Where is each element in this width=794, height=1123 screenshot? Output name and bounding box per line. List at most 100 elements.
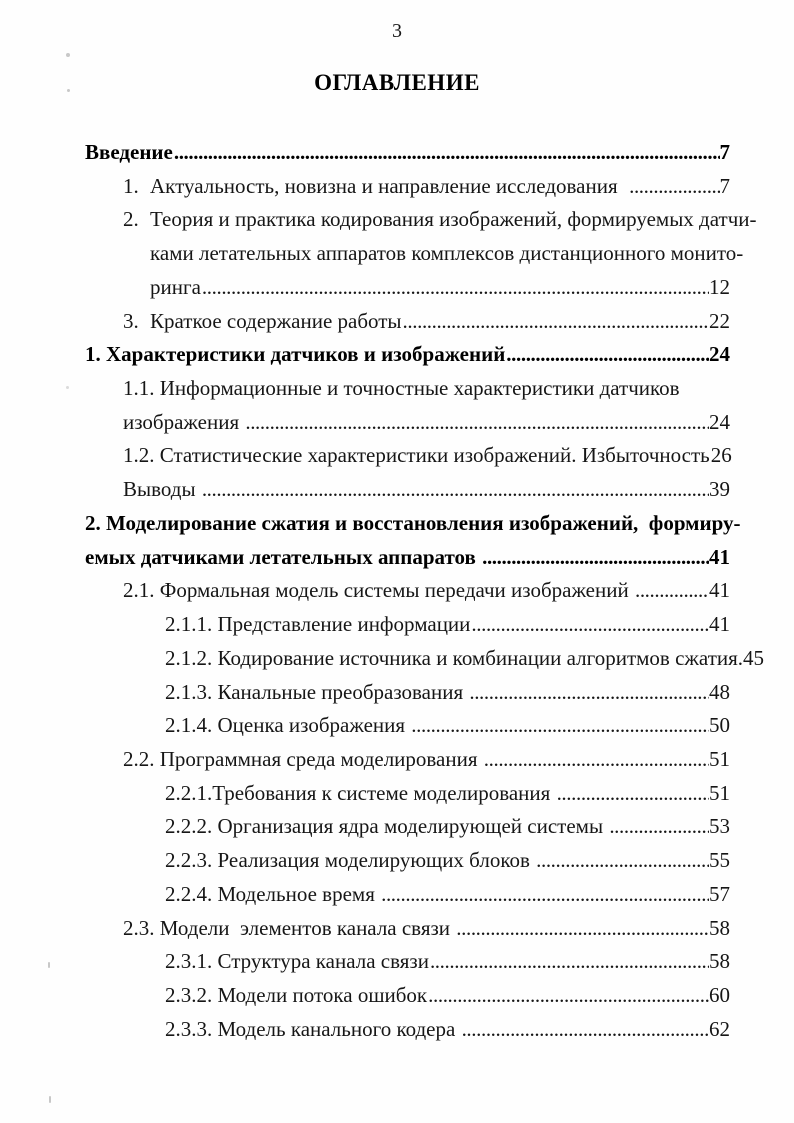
entry-page-number: 45 [743,645,765,670]
scan-speck [67,89,70,92]
toc-row: 2.1.2. Кодирование источника и комбинаци… [85,642,764,676]
entry-title: Теория и практика кодирования изображени… [150,207,757,232]
entry-title: 2.3.2. Модели потока ошибок [165,982,428,1007]
dot-leader [628,170,719,204]
entry-page-number: 26 [710,443,732,468]
entry-title: 2.3. Модели элементов канала связи [123,915,456,940]
entry-title: 2.3.1. Структура канала связи [165,949,429,974]
table-of-contents: Введение 7 1. Актуальность, новизна и напра… [85,136,764,1047]
entry-page-number: 41 [709,612,730,637]
dot-leader [410,709,709,743]
toc-row: 2.3.2. Модели потока ошибок 60 [85,979,730,1013]
entry-page-number: 57 [709,881,730,906]
toc-row: 1. Актуальность, новизна и направление ис… [85,170,730,204]
entry-title: ринга [150,274,201,299]
toc-row: 1. Характеристики датчиков и изображений… [85,338,730,372]
toc-row: ками летательных аппаратов комплексов ди… [85,237,743,271]
entry-page-number: 22 [709,308,730,333]
entry-page-number: 48 [709,679,730,704]
toc-row: емых датчиками летательных аппаратов 41 [85,541,730,575]
page-number: 3 [392,20,402,42]
entry-page-number: 7 [719,173,731,198]
dot-leader [634,574,709,608]
entry-title: ками летательных аппаратов комплексов ди… [150,241,744,266]
entry-page-number: 12 [709,274,730,299]
entry-title: 2.2. Программная среда моделирования [123,746,483,771]
entry-page-number: 60 [709,982,730,1007]
entry-title: Выводы [123,477,201,502]
toc-row: 2.3.3. Модель канального кодера 62 [85,1013,730,1047]
dot-leader [455,912,709,946]
dot-leader [535,844,709,878]
entry-title: 2.1.4. Оценка изображения [165,713,411,738]
entry-title: 2.1.3. Канальные преобразования [165,679,469,704]
toc-row: 2.3. Модели элементов канала связи 58 [85,912,730,946]
scan-speck [66,386,69,389]
toc-row: Выводы 39 [85,473,730,507]
entry-title: емых датчиками летательных аппаратов [85,544,482,569]
toc-row: 2.2.3. Реализация моделирующих блоков 55 [85,844,730,878]
entry-number: 3. [123,308,139,333]
toc-row: изображения 24 [85,406,730,440]
dot-leader [483,743,709,777]
entry-page-number: 7 [719,140,731,164]
scan-speck [48,962,50,968]
entry-title: 2.1.2. Кодирование источника и комбинаци… [165,645,744,670]
entry-title: Введение [85,140,173,164]
dot-leader [481,541,709,575]
toc-row: ринга 12 [85,271,730,305]
entry-title: 1.1. Информационные и точностные характе… [123,376,680,401]
entry-title: 2. Моделирование сжатия и восстановления… [85,510,741,535]
entry-page-number: 41 [709,578,730,603]
dot-leader [429,945,709,979]
toc-row: 2.2.2. Организация ядра моделирующей сис… [85,810,730,844]
dot-leader [380,878,709,912]
toc-row: 1.1. Информационные и точностные характе… [85,372,730,406]
entry-page-number: 24 [709,342,730,367]
scan-speck [49,1096,51,1103]
dot-leader [244,406,709,440]
toc-row: 2.1.3. Канальные преобразования 48 [85,676,730,710]
toc-row: 2.2.1.Требования к системе моделирования… [85,777,730,811]
dot-leader [608,810,709,844]
toc-row: 2. Моделирование сжатия и восстановления… [85,507,740,541]
entry-title: Актуальность, новизна и направление иссл… [150,173,629,198]
dot-leader [427,979,709,1013]
entry-page-number: 62 [709,1016,730,1041]
dot-leader [468,676,709,710]
entry-title: изображения [123,409,245,434]
toc-row: Введение 7 [85,136,730,170]
entry-page-number: 24 [709,409,730,434]
entry-page-number: 58 [709,949,730,974]
page-title: ОГЛАВЛЕНИЕ [314,70,480,95]
toc-row: 2.1.4. Оценка изображения 50 [85,709,730,743]
toc-row: 2. Теория и практика кодирования изображе… [85,203,757,237]
entry-page-number: 39 [709,477,730,502]
entry-page-number: 58 [709,915,730,940]
dot-leader [201,271,709,305]
dot-leader [173,136,720,170]
entry-title: 2.2.1.Требования к системе моделирования [165,780,556,805]
toc-row: 1.2. Статистические характеристики изобр… [85,439,732,473]
dot-leader [505,338,709,372]
entry-page-number: 41 [709,544,730,569]
entry-title: 1. Характеристики датчиков и изображений [85,342,506,367]
entry-title: 2.2.4. Модельное время [165,881,381,906]
entry-page-number: 55 [709,848,730,873]
entry-number: 2. [123,207,139,232]
dot-leader [201,473,709,507]
dot-leader [402,305,709,339]
dot-leader [470,608,709,642]
toc-row: 2.1.1. Представление информации 41 [85,608,730,642]
entry-title: 2.1.1. Представление информации [165,612,471,637]
entry-title: 2.1. Формальная модель системы передачи … [123,578,634,603]
dot-leader [556,777,709,811]
toc-row: 2.2. Программная среда моделирования 51 [85,743,730,777]
scan-speck [66,53,70,57]
entry-title: 2.2.3. Реализация моделирующих блоков [165,848,536,873]
entry-page-number: 51 [709,780,730,805]
toc-row: 3. Краткое содержание работы 22 [85,305,730,339]
entry-page-number: 53 [709,814,730,839]
entry-title: Краткое содержание работы [150,308,402,333]
